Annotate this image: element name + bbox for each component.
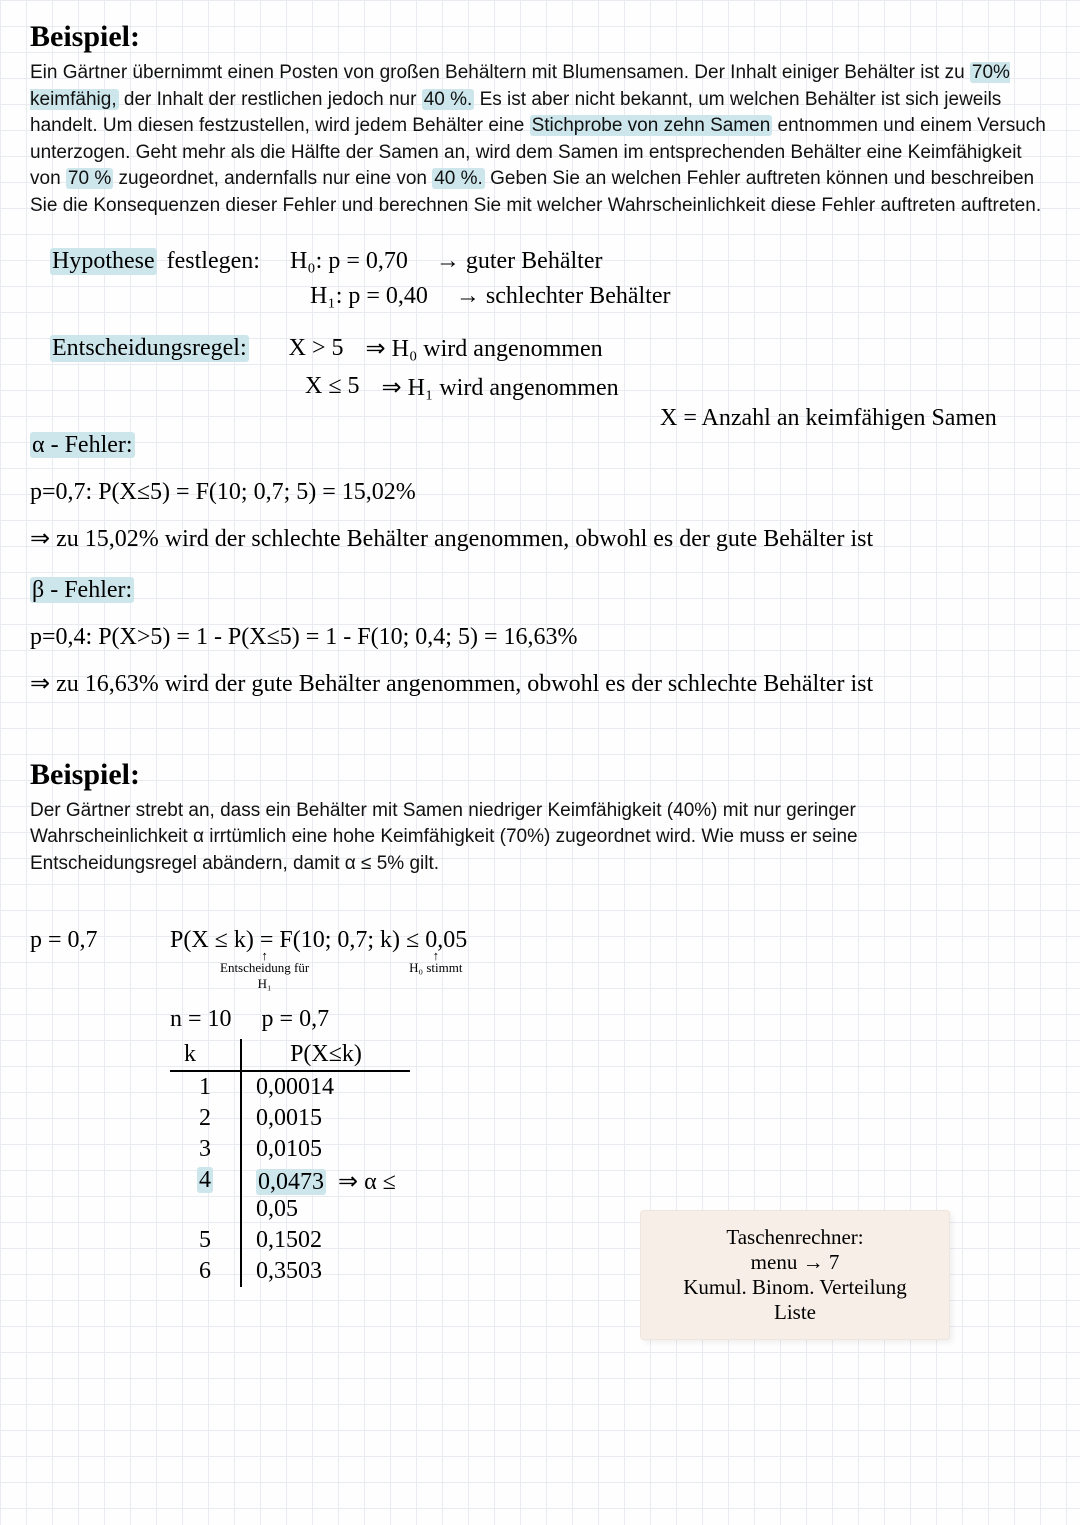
table-row: 6 0,3503	[170, 1256, 410, 1287]
calc-p: p = 0,7	[30, 927, 160, 954]
col-k: k	[170, 1039, 240, 1070]
prob-table: k P(X≤k) 1 0,00014 2 0,0015 3 0,0105 4 0…	[170, 1039, 410, 1287]
note1-wrap: ↑ Entscheidung für H₁	[220, 952, 309, 992]
beta-line1: p=0,4: P(X>5) = 1 - P(X≤5) = 1 - F(10; 0…	[30, 624, 1050, 651]
p1: 0,00014	[240, 1072, 410, 1103]
rule-row2: X ≤ 5 ⇒ H₁ wird angenommen	[305, 373, 1050, 402]
note1: Entscheidung für	[220, 960, 309, 976]
example1-problem: Ein Gärtner übernimmt einen Posten von g…	[30, 60, 1050, 220]
h1-row: H₁: p = 0,40 → schlechter Behälter	[310, 283, 1050, 310]
calc-main: P(X ≤ k) = F(10; 0,7; k) ≤ 0,05	[170, 927, 467, 954]
h1-arrow: → schlechter Behälter	[456, 283, 671, 310]
p2: 0,0015	[240, 1103, 410, 1134]
rule2b: ⇒ H₁ wird angenommen	[382, 373, 619, 402]
hl-stichprobe: Stichprobe von zehn Samen	[530, 115, 773, 136]
col-p: P(X≤k)	[240, 1039, 410, 1070]
sticky-l2: menu → 7	[659, 1250, 931, 1275]
example2-problem: Der Gärtner strebt an, dass ein Behälter…	[30, 798, 950, 878]
sticky-note: Taschenrechner: menu → 7 Kumul. Binom. V…	[640, 1210, 950, 1340]
table-row: 3 0,0105	[170, 1134, 410, 1165]
hyp-label: Hypothese	[50, 248, 157, 275]
alpha-line1: p=0,7: P(X≤5) = F(10; 0,7; 5) = 15,02%	[30, 479, 1050, 506]
x-def: X = Anzahl an keimfähigen Samen	[660, 405, 997, 432]
k3: 3	[170, 1134, 240, 1165]
note1b: H₁	[220, 976, 309, 992]
alpha-title: α - Fehler:	[30, 432, 135, 458]
p1a: Ein Gärtner übernimmt einen Posten von g…	[30, 62, 970, 83]
note2-wrap: ↑ H₀ stimmt	[409, 952, 462, 976]
h0: H₀: p = 0,70	[290, 248, 408, 275]
k6: 6	[170, 1256, 240, 1287]
n-val: n = 10	[170, 1006, 232, 1033]
h1: H₁: p = 0,40	[310, 283, 428, 310]
calc-body: P(X ≤ k) = F(10; 0,7; k) ≤ 0,05 ↑ Entsch…	[170, 927, 467, 1287]
sticky-l4: Liste	[659, 1300, 931, 1325]
table-row-highlight: 4 0,0473 ⇒ α ≤ 0,05	[170, 1165, 410, 1225]
k2: 2	[170, 1103, 240, 1134]
sticky-l3: Kumul. Binom. Verteilung	[659, 1275, 931, 1300]
alpha-line2: ⇒ zu 15,02% wird der schlechte Behälter …	[30, 524, 1050, 553]
hl-70b: 70 %	[66, 168, 113, 189]
p1b: der Inhalt der restlichen jedoch nur	[119, 89, 422, 110]
rule-row1: Entscheidungsregel: X > 5 ⇒ H₀ wird ange…	[50, 334, 1050, 363]
rule1a: X > 5	[289, 335, 344, 362]
beta-title-wrap: β - Fehler:	[30, 577, 1050, 604]
h0-arrow: → guter Behälter	[436, 248, 603, 275]
table-row: 2 0,0015	[170, 1103, 410, 1134]
k1: 1	[170, 1072, 240, 1103]
hyp-label2: festlegen:	[167, 248, 260, 275]
table-row: 5 0,1502	[170, 1225, 410, 1256]
p-val: p = 0,7	[262, 1006, 330, 1033]
example2-title: Beispiel:	[30, 758, 1050, 792]
sticky-l1: Taschenrechner:	[659, 1225, 931, 1250]
np-row: n = 10 p = 0,7	[170, 1006, 467, 1033]
beta-title: β - Fehler:	[30, 577, 134, 603]
rule1b: ⇒ H₀ wird angenommen	[366, 334, 603, 363]
hypothesis-row: Hypothese festlegen: H₀: p = 0,70 → gute…	[50, 248, 1050, 275]
p6: 0,3503	[240, 1256, 410, 1287]
note2: H₀ stimmt	[409, 960, 462, 976]
p3: 0,0105	[240, 1134, 410, 1165]
hl-40b: 40 %.	[432, 168, 485, 189]
p5: 0,1502	[240, 1225, 410, 1256]
calc-notes: ↑ Entscheidung für H₁ ↑ H₀ stimmt	[220, 952, 467, 992]
p1e: zugeordnet, andernfalls nur eine von	[113, 168, 432, 189]
p4: 0,0473	[256, 1169, 326, 1195]
k4: 4	[197, 1167, 213, 1193]
example1-title: Beispiel:	[30, 20, 1050, 54]
beta-line2: ⇒ zu 16,63% wird der gute Behälter angen…	[30, 669, 1050, 698]
k5: 5	[170, 1225, 240, 1256]
rule2a: X ≤ 5	[305, 373, 360, 400]
hl-40: 40 %.	[422, 89, 475, 110]
rule-label: Entscheidungsregel:	[50, 335, 249, 362]
table-row: 1 0,00014	[170, 1072, 410, 1103]
alpha-title-wrap: α - Fehler:	[30, 432, 1050, 459]
